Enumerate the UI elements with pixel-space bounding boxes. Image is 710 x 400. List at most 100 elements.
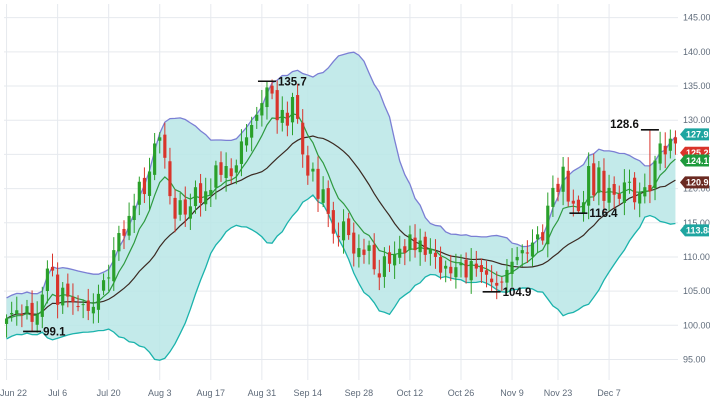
candle-body — [178, 200, 182, 215]
candle — [551, 175, 555, 217]
candle — [209, 178, 213, 207]
candle — [40, 286, 44, 329]
candle-body — [224, 166, 228, 178]
annotations-layer: 99.1 135.7 104.9 116.4 128.6 — [23, 76, 659, 338]
candle-body — [239, 141, 244, 164]
candle-body — [275, 90, 279, 121]
candle-body — [183, 199, 187, 215]
candle — [101, 273, 106, 296]
price-badge: 124.10 — [680, 154, 710, 167]
candle-body — [423, 236, 427, 255]
candle-body — [10, 313, 14, 315]
candle — [81, 299, 85, 319]
candle — [612, 176, 616, 209]
candle-body — [142, 177, 146, 195]
candle — [122, 220, 126, 250]
x-tick-label: Oct 26 — [448, 388, 475, 398]
candle — [576, 195, 581, 214]
candle — [413, 224, 417, 258]
candle-body — [438, 256, 443, 273]
x-tick-label: Jun 22 — [0, 388, 27, 398]
candle — [530, 229, 535, 267]
x-tick-label: Oct 12 — [397, 388, 424, 398]
candle — [316, 156, 320, 212]
price-badges-layer: 127.93 125.25124.10 120.91 113.88 — [680, 128, 710, 237]
candle-body — [663, 145, 667, 155]
candle-body — [255, 114, 259, 121]
candle-body — [479, 265, 483, 272]
price-badge-label: 124.10 — [686, 156, 710, 166]
candle — [142, 167, 146, 204]
candle-body — [209, 189, 213, 195]
y-tick-label: 95.00 — [683, 354, 706, 364]
x-tick-label: Aug 17 — [197, 388, 226, 398]
extreme-label: 116.4 — [589, 208, 618, 220]
candle-body — [301, 122, 305, 155]
candle-body — [546, 205, 550, 245]
candle-body — [382, 256, 386, 277]
y-tick-label: 120.00 — [683, 184, 710, 194]
candle — [561, 156, 565, 206]
candle-body — [107, 277, 111, 279]
candle-body — [581, 202, 586, 213]
candle-body — [633, 177, 637, 203]
candle — [107, 264, 111, 292]
candle-body — [357, 248, 361, 258]
candle-body — [173, 197, 177, 219]
candle-body — [413, 237, 417, 251]
candle-body — [61, 287, 65, 306]
candle-body — [362, 249, 366, 255]
candle-body — [648, 184, 652, 192]
candle — [15, 296, 19, 326]
price-badge-label: 120.91 — [686, 178, 710, 188]
candle — [147, 157, 152, 210]
candle — [193, 180, 198, 214]
candle-body — [433, 252, 438, 257]
candle — [587, 152, 591, 220]
candle-body — [597, 167, 601, 193]
candle — [500, 277, 504, 292]
candle — [673, 130, 678, 155]
candle — [581, 190, 586, 222]
x-tick-label: Aug 31 — [248, 388, 277, 398]
candle — [347, 212, 351, 240]
candle — [91, 293, 95, 324]
x-tick-label: Nov 9 — [500, 388, 524, 398]
candle — [638, 182, 642, 218]
candle-body — [15, 310, 19, 315]
candle-body — [132, 205, 136, 221]
y-tick-label: 115.00 — [683, 218, 710, 228]
candle — [239, 129, 244, 177]
y-tick-label: 105.00 — [683, 286, 710, 296]
candle — [137, 176, 141, 216]
candle — [296, 83, 300, 124]
candle-body — [352, 232, 356, 254]
candle-body — [234, 165, 238, 173]
candle-body — [541, 232, 545, 241]
candle-body — [474, 263, 478, 269]
candle — [265, 81, 269, 120]
candle — [66, 273, 70, 308]
candle-body — [653, 160, 657, 189]
candle-body — [71, 297, 75, 303]
candle-body — [484, 270, 489, 275]
candle — [444, 260, 448, 283]
extreme-label: 99.1 — [43, 326, 66, 338]
candle — [505, 259, 509, 294]
candle — [495, 271, 499, 300]
price-badge: 127.93 — [680, 128, 710, 141]
candle-body — [101, 280, 106, 291]
candle — [372, 233, 376, 275]
candle — [173, 189, 177, 233]
candle-body — [367, 245, 371, 251]
candle-body — [673, 137, 678, 144]
candle-body — [35, 314, 39, 325]
candle-body — [117, 233, 121, 252]
candle-body — [96, 293, 101, 310]
candle — [428, 238, 432, 266]
candle — [214, 160, 218, 200]
candle-body — [576, 199, 581, 212]
candle-body — [607, 187, 611, 203]
